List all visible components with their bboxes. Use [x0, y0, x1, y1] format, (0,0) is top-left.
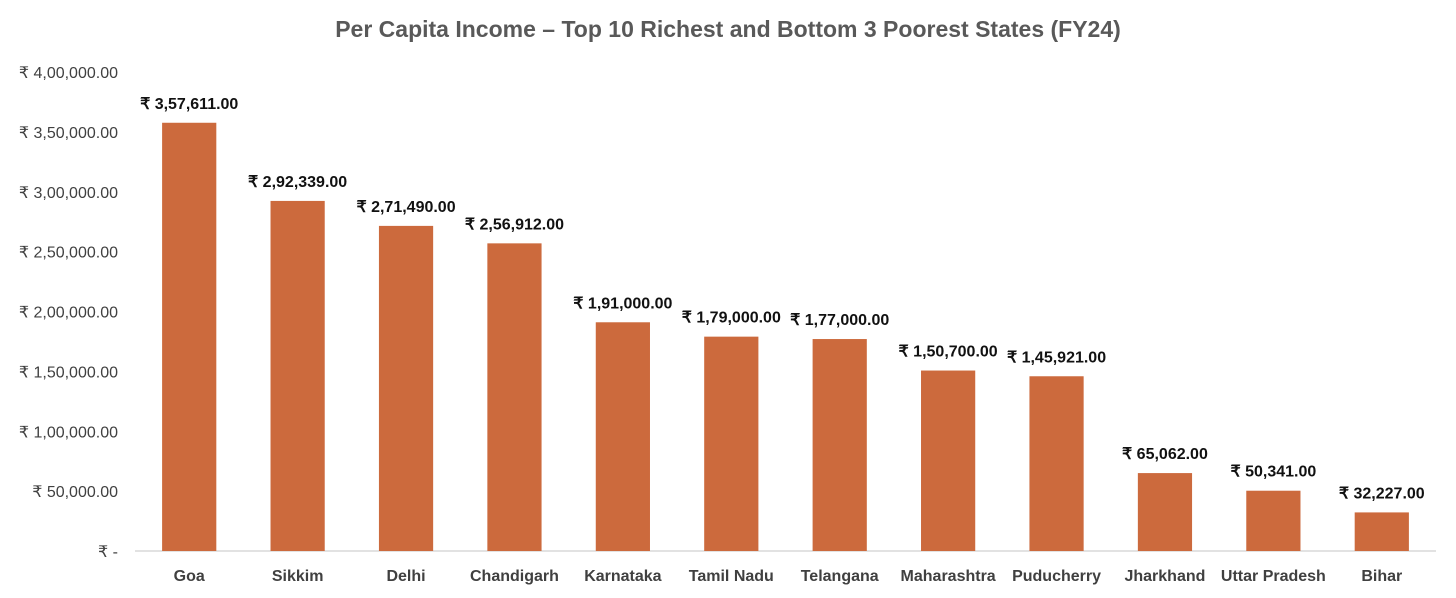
x-tick-label: Delhi	[386, 568, 425, 585]
x-tick-label: Goa	[174, 568, 205, 585]
bar	[1354, 512, 1409, 551]
data-label: ₹ 2,56,912.00	[465, 216, 564, 233]
bar	[812, 339, 867, 551]
x-tick-label: Maharashtra	[901, 568, 996, 585]
data-label: ₹ 2,92,339.00	[248, 174, 347, 191]
y-tick-label: ₹ 3,50,000.00	[19, 125, 118, 142]
bar	[921, 370, 976, 551]
data-label: ₹ 3,57,611.00	[140, 96, 238, 113]
data-label: ₹ 65,062.00	[1122, 446, 1208, 463]
x-tick-label: Sikkim	[272, 568, 324, 585]
x-tick-label: Chandigarh	[470, 568, 559, 585]
y-tick-label: ₹ 4,00,000.00	[19, 65, 118, 82]
data-label: ₹ 1,79,000.00	[682, 310, 781, 327]
bar	[270, 200, 325, 551]
bar	[378, 225, 434, 551]
data-label: ₹ 1,50,700.00	[899, 344, 998, 361]
bar	[595, 322, 650, 551]
bar	[1137, 473, 1193, 551]
bar	[1246, 490, 1301, 551]
chart-title: Per Capita Income – Top 10 Richest and B…	[335, 16, 1121, 42]
data-label: ₹ 50,341.00	[1230, 464, 1316, 481]
data-label: ₹ 1,77,000.00	[790, 312, 889, 329]
x-tick-label: Jharkhand	[1124, 568, 1205, 585]
x-tick-label: Karnataka	[584, 568, 661, 585]
data-label: ₹ 2,71,490.00	[356, 199, 455, 216]
x-tick-label: Puducherry	[1012, 568, 1101, 585]
x-tick-label: Uttar Pradesh	[1221, 568, 1326, 585]
y-tick-label: ₹ -	[98, 544, 118, 561]
y-tick-label: ₹ 3,00,000.00	[19, 185, 118, 202]
data-label: ₹ 1,91,000.00	[573, 295, 672, 312]
y-tick-label: ₹ 2,50,000.00	[19, 245, 118, 262]
y-tick-label: ₹ 2,00,000.00	[19, 305, 118, 322]
y-tick-label: ₹ 1,00,000.00	[19, 424, 118, 441]
data-label: ₹ 1,45,921.00	[1007, 349, 1106, 366]
x-tick-label: Bihar	[1361, 568, 1402, 585]
bar	[704, 336, 759, 551]
y-tick-label: ₹ 50,000.00	[32, 484, 118, 501]
bar	[162, 122, 217, 551]
x-tick-label: Tamil Nadu	[689, 568, 774, 585]
bar	[1029, 376, 1084, 551]
x-tick-label: Telangana	[801, 568, 879, 585]
data-label: ₹ 32,227.00	[1339, 485, 1425, 502]
y-tick-label: ₹ 1,50,000.00	[19, 364, 118, 381]
bar	[487, 243, 542, 551]
